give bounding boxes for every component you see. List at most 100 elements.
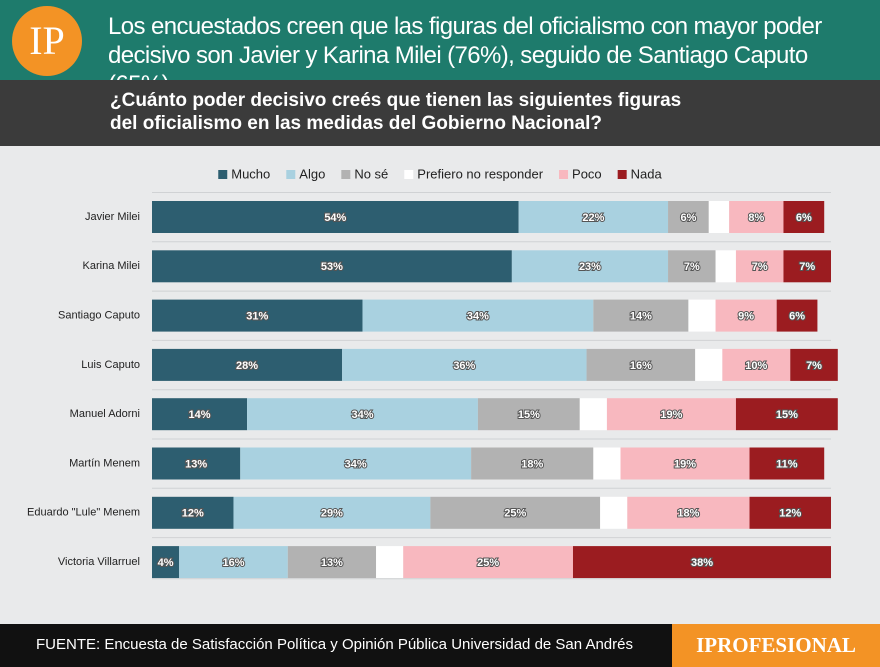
value-label: 6% <box>680 212 696 224</box>
bar-segment <box>627 496 750 529</box>
value-label: 29% <box>321 508 343 520</box>
value-label: 6% <box>796 212 812 224</box>
value-label: 14% <box>630 311 652 323</box>
bar-segment <box>668 250 716 283</box>
bar-segment <box>152 250 512 283</box>
legend-swatch <box>341 170 351 179</box>
value-label: 18% <box>677 508 699 520</box>
value-label: 36% <box>453 360 475 372</box>
category-label: Luis Caputo <box>81 359 140 371</box>
bar-segment <box>593 447 621 480</box>
bar-segment <box>783 250 831 283</box>
bar-segment <box>790 348 838 381</box>
bar-segment <box>152 496 234 529</box>
category-label: Victoria Villarruel <box>58 556 140 568</box>
value-label: 10% <box>745 360 767 372</box>
value-label: 23% <box>579 261 601 273</box>
value-label: 13% <box>185 458 207 470</box>
chart-subtitle: ¿Cuánto poder decisivo creés que tienen … <box>110 90 682 134</box>
value-label: 4% <box>158 557 174 569</box>
value-label: 7% <box>684 261 700 273</box>
bar-segment <box>152 447 241 480</box>
bar-segment <box>471 447 594 480</box>
bar-segment <box>430 496 601 529</box>
bar-segment <box>749 447 825 480</box>
value-label: 18% <box>521 458 543 470</box>
legend-swatch <box>559 170 569 179</box>
bar-segment <box>593 299 689 332</box>
value-label: 14% <box>189 409 211 421</box>
value-label: 53% <box>321 261 343 273</box>
bar-segment <box>247 398 478 431</box>
legend-swatch <box>404 170 414 179</box>
value-label: 28% <box>236 360 258 372</box>
bar-segment <box>477 398 580 431</box>
bar-segment <box>715 250 736 283</box>
chart-title: Los encuestados creen que las figuras de… <box>108 13 822 98</box>
legend-label: Prefiero no responder <box>417 166 543 181</box>
bar-segment <box>362 299 594 332</box>
category-label: Javier Milei <box>85 211 140 223</box>
bar-segment <box>233 496 431 529</box>
legend-swatch <box>286 170 296 179</box>
value-label: 11% <box>776 458 798 470</box>
bar-segment <box>287 546 377 579</box>
bar-segment <box>179 546 288 579</box>
value-label: 12% <box>182 508 204 520</box>
legend-label: Poco <box>572 166 602 181</box>
legend-swatch <box>218 170 228 179</box>
bar-segment <box>729 201 784 233</box>
category-label: Martín Menem <box>69 457 140 469</box>
legend-swatch <box>617 170 627 179</box>
bar-segment <box>403 546 573 579</box>
legend: Mucho Algo No sé Prefiero no responder Poco N… <box>218 166 663 181</box>
bar-segment <box>342 348 587 381</box>
value-label: 16% <box>222 557 244 569</box>
value-label: 34% <box>351 409 373 421</box>
chart: Mucho Algo No sé Prefiero no responder Poco N… <box>27 166 838 580</box>
legend-label: Mucho <box>231 166 270 181</box>
value-label: 31% <box>246 311 268 323</box>
value-label: 38% <box>691 557 713 569</box>
value-label: 16% <box>630 360 652 372</box>
bar-segment <box>735 250 784 283</box>
category-label: Manuel Adorni <box>70 408 140 420</box>
bar-segment <box>695 348 723 381</box>
category-label: Santiago Caputo <box>58 310 140 322</box>
bar-segment <box>586 348 696 381</box>
header: IP Los encuestados creen que las figuras… <box>0 0 880 98</box>
bar-segment <box>606 398 736 431</box>
value-label: 12% <box>779 508 801 520</box>
value-label: 34% <box>345 458 367 470</box>
value-label: 7% <box>806 360 822 372</box>
value-label: 8% <box>748 212 764 224</box>
category-label: Eduardo "Lule" Menem <box>27 507 140 519</box>
value-label: 34% <box>467 311 489 323</box>
value-label: 22% <box>582 212 604 224</box>
bar-segment <box>776 299 818 332</box>
subtitle-band: ¿Cuánto poder decisivo creés que tienen … <box>0 80 880 146</box>
bar-segment <box>240 447 472 480</box>
bar-segment <box>620 447 750 480</box>
value-label: 6% <box>789 311 805 323</box>
bar-segment <box>152 348 343 381</box>
bar-segment <box>715 299 777 332</box>
legend-label: No sé <box>354 166 388 181</box>
legend-label: Algo <box>299 166 325 181</box>
brand: IPROFESIONAL <box>672 624 880 667</box>
value-label: 25% <box>477 557 499 569</box>
value-label: 54% <box>324 212 346 224</box>
value-label: 15% <box>776 409 798 421</box>
value-label: 25% <box>504 508 526 520</box>
bar-segment <box>152 299 363 332</box>
value-label: 7% <box>799 261 815 273</box>
bar-segment <box>688 299 716 332</box>
bar-segment <box>735 398 838 431</box>
bar-segment <box>600 496 628 529</box>
bar-segment <box>722 348 791 381</box>
logo: IP <box>12 6 82 76</box>
source: FUENTE: Encuesta de Satisfacción Polític… <box>36 636 633 653</box>
bar-segment <box>572 546 831 579</box>
category-label: Karina Milei <box>83 260 140 272</box>
bar-segment <box>518 201 669 233</box>
